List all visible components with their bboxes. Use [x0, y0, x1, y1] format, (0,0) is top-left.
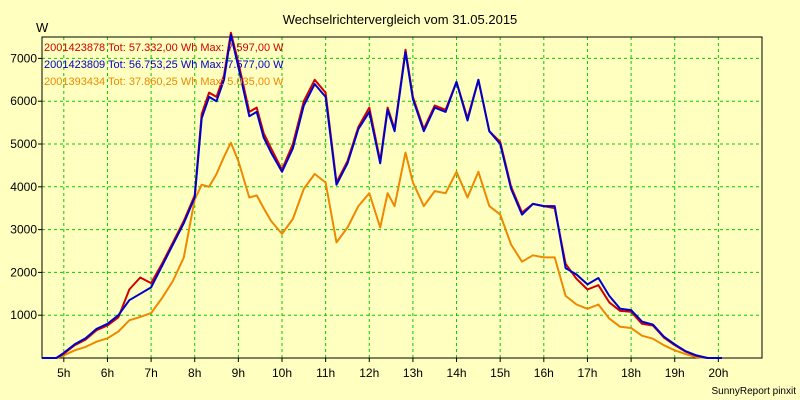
legend: 2001423878 Tot: 57.332,00 Wh Max: 7.597,… [44, 42, 284, 88]
x-tick-label: 11h [316, 366, 335, 380]
legend-entry-2001393434: 2001393434 Tot: 37.860,25 Wh Max: 5.035,… [44, 76, 284, 88]
y-tick-label: 6000 [10, 94, 37, 108]
chart-title: Wechselrichtervergleich vom 31.05.2015 [283, 12, 518, 27]
x-tick-label: 20h [708, 366, 728, 380]
x-tick-label: 12h [359, 366, 379, 380]
x-tick-label: 14h [447, 366, 467, 380]
y-tick-label: 7000 [10, 51, 37, 65]
x-tick-label: 19h [665, 366, 685, 380]
series-line-2001423809 [42, 33, 722, 359]
x-tick-label: 18h [621, 366, 641, 380]
grid-lines [42, 37, 762, 358]
x-tick-label: 8h [188, 366, 201, 380]
y-axis-unit-label: W [36, 20, 49, 35]
x-tick-label: 17h [577, 366, 597, 380]
legend-entry-2001423809: 2001423809 Tot: 56.753,25 Wh Max: 7.577,… [44, 59, 284, 71]
y-tick-label: 5000 [10, 137, 37, 151]
credit-text: SunnyReport pinxit [712, 386, 797, 397]
y-axis-ticks: 1000 2000 3000 4000 5000 6000 7000 [10, 51, 42, 322]
x-axis-ticks: 5h 6h 7h 8h 9h 10h 11h 12h 13h 14h 15h 16h 17h 18h 19h… [57, 358, 728, 380]
y-tick-label: 2000 [10, 265, 37, 279]
series-lines [42, 31, 722, 359]
x-tick-label: 7h [144, 366, 157, 380]
x-tick-label: 10h [272, 366, 292, 380]
x-tick-label: 15h [490, 366, 510, 380]
x-tick-label: 13h [403, 366, 423, 380]
x-tick-label: 9h [232, 366, 245, 380]
plot-area-frame [41, 36, 763, 359]
x-tick-label: 6h [101, 366, 114, 380]
x-tick-label: 5h [57, 366, 70, 380]
y-tick-label: 3000 [10, 223, 37, 237]
legend-entry-2001423878: 2001423878 Tot: 57.332,00 Wh Max: 7.597,… [44, 42, 284, 54]
y-tick-label: 4000 [10, 180, 37, 194]
series-line-2001393434 [42, 141, 722, 359]
x-tick-label: 16h [534, 366, 554, 380]
y-tick-label: 1000 [10, 308, 37, 322]
